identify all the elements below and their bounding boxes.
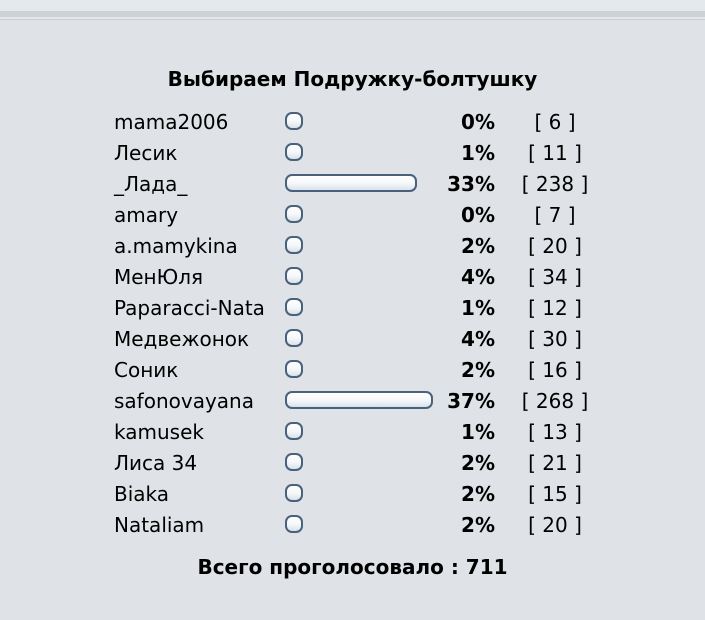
- vote-bar: [285, 515, 303, 533]
- option-percent: 33%: [447, 172, 495, 196]
- option-name: Соник: [114, 358, 179, 382]
- top-border: [0, 0, 705, 20]
- poll-option-row: safonovayana 37% [ 268 ]: [0, 389, 705, 420]
- option-votes: [ 268 ]: [521, 389, 589, 413]
- poll-option-row: mama2006 0% [ 6 ]: [0, 110, 705, 141]
- option-votes: [ 16 ]: [528, 358, 582, 382]
- poll-option-row: Соник 2% [ 16 ]: [0, 358, 705, 389]
- option-percent: 4%: [461, 327, 495, 351]
- option-votes: [ 6 ]: [534, 110, 576, 134]
- option-votes: [ 34 ]: [528, 265, 582, 289]
- option-percent: 1%: [461, 141, 495, 165]
- vote-bar: [285, 484, 303, 502]
- poll-option-row: МенЮля 4% [ 34 ]: [0, 265, 705, 296]
- vote-bar: [285, 391, 433, 409]
- option-name: safonovayana: [114, 389, 254, 413]
- option-percent: 2%: [461, 513, 495, 537]
- option-name: _Лада_: [114, 172, 188, 196]
- option-votes: [ 21 ]: [528, 451, 582, 475]
- option-votes: [ 30 ]: [528, 327, 582, 351]
- poll-option-row: Nataliam 2% [ 20 ]: [0, 513, 705, 544]
- option-votes: [ 13 ]: [528, 420, 582, 444]
- option-name: Медвежонок: [114, 327, 250, 351]
- poll-option-row: Paparacci-Nata 1% [ 12 ]: [0, 296, 705, 327]
- vote-bar: [285, 112, 303, 130]
- option-percent: 2%: [461, 482, 495, 506]
- vote-bar: [285, 360, 303, 378]
- option-percent: 1%: [461, 296, 495, 320]
- vote-bar: [285, 174, 417, 192]
- option-name: a.mamykina: [114, 234, 238, 258]
- vote-bar: [285, 453, 303, 471]
- vote-bar: [285, 267, 303, 285]
- option-percent: 4%: [461, 265, 495, 289]
- option-percent: 0%: [461, 110, 495, 134]
- vote-bar: [285, 329, 303, 347]
- option-name: МенЮля: [114, 265, 204, 289]
- poll-option-row: kamusek 1% [ 13 ]: [0, 420, 705, 451]
- poll-option-row: Biaka 2% [ 15 ]: [0, 482, 705, 513]
- poll-option-row: _Лада_ 33% [ 238 ]: [0, 172, 705, 203]
- option-votes: [ 7 ]: [534, 203, 576, 227]
- poll-total: Всего проголосовало : 711: [197, 555, 508, 579]
- option-name: Paparacci-Nata: [114, 296, 265, 320]
- option-votes: [ 20 ]: [528, 513, 582, 537]
- vote-bar: [285, 236, 303, 254]
- poll-option-row: Медвежонок 4% [ 30 ]: [0, 327, 705, 358]
- option-votes: [ 12 ]: [528, 296, 582, 320]
- vote-bar: [285, 205, 303, 223]
- poll-option-row: amary 0% [ 7 ]: [0, 203, 705, 234]
- vote-bar: [285, 298, 303, 316]
- poll-option-row: Лесик 1% [ 11 ]: [0, 141, 705, 172]
- option-percent: 2%: [461, 451, 495, 475]
- vote-bar: [285, 422, 303, 440]
- option-percent: 37%: [447, 389, 495, 413]
- option-name: Biaka: [114, 482, 170, 506]
- option-percent: 2%: [461, 234, 495, 258]
- option-percent: 0%: [461, 203, 495, 227]
- option-percent: 2%: [461, 358, 495, 382]
- option-name: mama2006: [114, 110, 229, 134]
- option-votes: [ 238 ]: [521, 172, 589, 196]
- option-name: Лесик: [114, 141, 178, 165]
- poll-option-row: Лиса 34 2% [ 21 ]: [0, 451, 705, 482]
- poll-title: Выбираем Подружку-болтушку: [167, 67, 538, 91]
- option-votes: [ 11 ]: [528, 141, 582, 165]
- option-votes: [ 15 ]: [528, 482, 582, 506]
- option-name: kamusek: [114, 420, 204, 444]
- vote-bar: [285, 143, 303, 161]
- poll-option-row: a.mamykina 2% [ 20 ]: [0, 234, 705, 265]
- option-name: Лиса 34: [114, 451, 198, 475]
- option-name: Nataliam: [114, 513, 205, 537]
- option-percent: 1%: [461, 420, 495, 444]
- option-votes: [ 20 ]: [528, 234, 582, 258]
- option-name: amary: [114, 203, 179, 227]
